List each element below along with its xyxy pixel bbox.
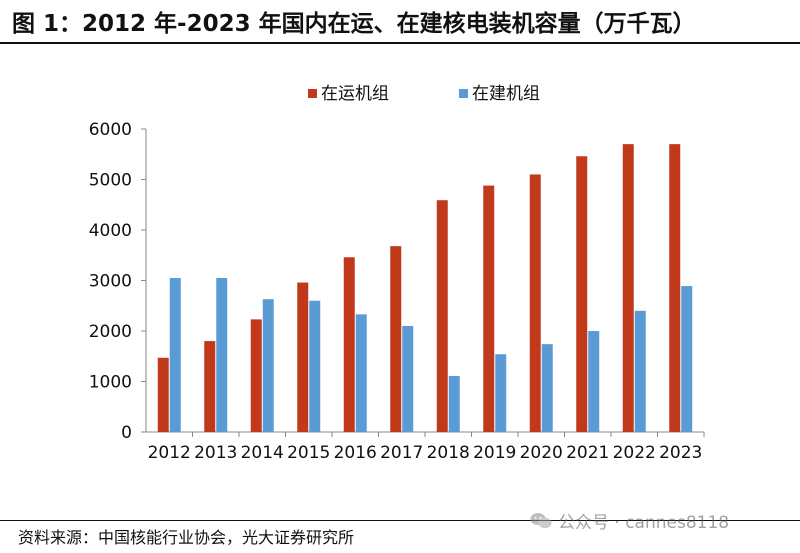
bar-operating	[529, 174, 541, 432]
y-tick-label: 6000	[89, 120, 132, 140]
bar-construction	[541, 344, 553, 432]
bar-operating	[436, 200, 448, 432]
bar-operating	[157, 357, 169, 432]
chart-area: 0 1000 2000 3000 4000 5000 6000 2012 2013 2014 201…	[0, 44, 800, 514]
bar-operating	[343, 257, 355, 432]
bar-operating	[576, 156, 588, 432]
x-tick-label: 2021	[566, 443, 609, 463]
bar-construction	[495, 354, 507, 432]
bar-operating	[622, 144, 634, 432]
bar-construction	[262, 299, 274, 432]
bar-operating	[483, 185, 495, 432]
y-tick-label: 0	[121, 423, 132, 443]
bar-construction	[634, 310, 646, 432]
bar-construction	[448, 375, 460, 432]
wechat-icon	[530, 512, 552, 528]
legend-swatch-construction	[459, 89, 468, 98]
bar-operating	[297, 282, 309, 432]
bar-construction	[355, 314, 367, 432]
watermark: 公众号 · cannes8118	[530, 508, 729, 533]
x-tick-label: 2012	[148, 443, 191, 463]
bar-operating	[250, 319, 262, 432]
y-tick-label: 2000	[89, 322, 132, 342]
bar-operating	[390, 246, 402, 432]
x-tick-label: 2016	[334, 443, 377, 463]
x-tick-label: 2018	[427, 443, 470, 463]
source-divider	[0, 520, 800, 521]
y-tick-label: 4000	[89, 221, 132, 241]
bar-operating	[669, 144, 681, 432]
x-tick-label: 2015	[287, 443, 330, 463]
legend-label-construction: 在建机组	[472, 84, 540, 104]
title-divider	[0, 42, 800, 44]
x-tick-label: 2013	[194, 443, 237, 463]
legend-label-operating: 在运机组	[321, 84, 389, 104]
watermark-text: 公众号 · cannes8118	[558, 513, 730, 533]
x-tick-label: 2014	[241, 443, 284, 463]
legend-swatch-operating	[308, 89, 317, 98]
bar-construction	[216, 277, 228, 432]
source-note: 资料来源：中国核能行业协会，光大证券研究所	[18, 528, 355, 547]
y-tick-label: 1000	[89, 373, 132, 393]
x-tick-label: 2017	[380, 443, 423, 463]
y-tick-label: 3000	[89, 272, 132, 292]
x-tick-label: 2022	[613, 443, 656, 463]
y-tick-label: 5000	[89, 171, 132, 191]
bar-operating	[204, 341, 216, 432]
x-tick-label: 2023	[659, 443, 702, 463]
bar-construction	[402, 325, 414, 432]
x-tick-label: 2019	[473, 443, 516, 463]
bar-construction	[681, 286, 693, 432]
x-tick-label: 2020	[520, 443, 563, 463]
bar-construction	[588, 331, 600, 432]
chart-title: 图 1：2012 年-2023 年国内在运、在建核电装机容量（万千瓦）	[12, 11, 696, 37]
bar-construction	[309, 300, 321, 432]
bar-construction	[169, 277, 181, 432]
